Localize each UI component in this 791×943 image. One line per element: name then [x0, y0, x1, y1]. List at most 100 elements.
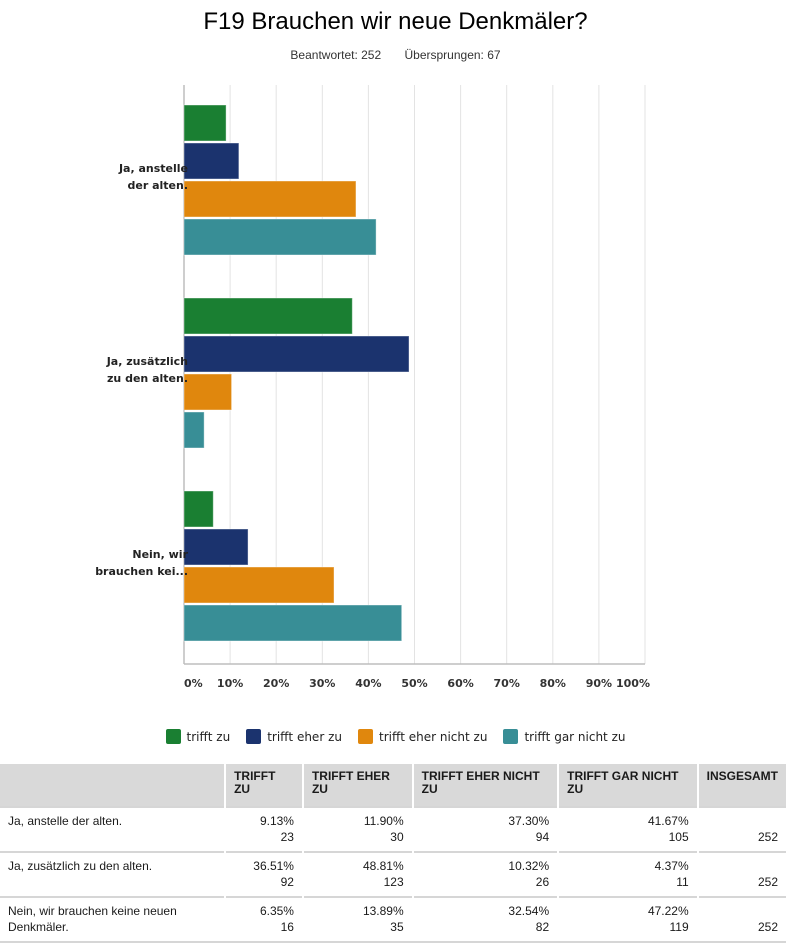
row-label: Ja, anstelle der alten.: [0, 806, 226, 852]
category-label: brauchen kei...: [95, 565, 188, 578]
x-tick-label: 100%: [616, 677, 650, 690]
row-label: Ja, zusätzlich zu den alten.: [0, 851, 226, 897]
response-stats: Beantwortet: 252 Übersprungen: 67: [0, 48, 791, 62]
bar-trifft-zu: [183, 297, 353, 335]
table-row: Ja, zusätzlich zu den alten. 36.51% 92 48.8…: [0, 851, 786, 897]
cell-value: 48.81%: [362, 859, 404, 873]
x-tick-label: 10%: [217, 677, 243, 690]
table-row: Nein, wir brauchen keine neuen Denkmäler…: [0, 896, 786, 943]
table-cell: 9.13% 23: [224, 806, 303, 852]
legend-swatch-icon: [357, 729, 373, 744]
table-row: Ja, anstelle der alten. 9.13% 23 11.90% 30 37…: [0, 806, 786, 852]
x-tick-label: 70%: [494, 677, 520, 690]
total-cell: 252: [696, 851, 786, 897]
cell-value: 36.51%: [253, 859, 294, 873]
table-cell: 32.54% 82: [411, 896, 559, 943]
bar-trifft-gar-nicht-zu: [183, 411, 205, 449]
bar-trifft-eher-zu: [183, 528, 249, 566]
cell-value: 41.67%: [647, 814, 689, 828]
table-cell: 11.90% 30: [301, 806, 413, 852]
cell-value: 11.90%: [363, 814, 404, 828]
legend-item[interactable]: trifft eher zu: [246, 729, 342, 744]
x-tick-label: 90%: [586, 677, 612, 690]
legend-label: trifft eher nicht zu: [378, 729, 488, 744]
cell-value: 10.32%: [508, 859, 550, 873]
cell-value: 9.13%: [259, 814, 294, 828]
chart-title: F19 Brauchen wir neue Denkmäler?: [203, 8, 588, 35]
cell-value: 47.22%: [647, 904, 689, 918]
cell-value: 16: [280, 920, 294, 934]
legend-label: trifft zu: [186, 729, 231, 744]
table-header: TRIFFT GAR NICHT ZU: [557, 764, 698, 807]
skipped-count: Übersprungen: 67: [404, 48, 501, 62]
cell-value: 4.37%: [654, 859, 689, 873]
cell-value: 35: [390, 920, 404, 934]
legend-swatch-icon: [503, 729, 519, 744]
table-cell: 13.89% 35: [301, 896, 413, 943]
table-header: TRIFFT ZU: [224, 764, 303, 807]
legend-item[interactable]: trifft zu: [165, 729, 231, 744]
table-cell: 4.37% 11: [557, 851, 698, 897]
table-cell: 36.51% 92: [224, 851, 303, 897]
cell-value: 82: [535, 920, 550, 934]
total-cell: 252: [696, 806, 786, 852]
bar-trifft-zu: [183, 104, 227, 142]
legend-label: trifft gar nicht zu: [524, 729, 626, 744]
table-cell: 41.67% 105: [557, 806, 698, 852]
x-tick-label: 40%: [355, 677, 381, 690]
bar-chart: 0% 10% 20% 30% 40% 50% 60% 70% 80% 90% 100% Ja, ans…: [95, 85, 650, 690]
x-tick-label: 50%: [401, 677, 427, 690]
cell-value: 6.35%: [259, 904, 294, 918]
table-header: [0, 764, 226, 807]
category-label: Ja, anstelle: [118, 162, 188, 175]
total-value: 252: [757, 875, 778, 889]
category-label: Nein, wir: [132, 548, 188, 561]
x-tick-label: 20%: [263, 677, 289, 690]
table-header: TRIFFT EHER ZU: [301, 764, 413, 807]
cell-value: 23: [280, 830, 294, 844]
cell-value: 105: [668, 830, 689, 844]
legend-item[interactable]: trifft gar nicht zu: [503, 729, 625, 744]
x-tick-label: 60%: [447, 677, 473, 690]
table-cell: 47.22% 119: [557, 896, 698, 943]
category-label: Ja, zusätzlich: [106, 355, 188, 368]
results-table: TRIFFT ZU TRIFFT EHER ZU TRIFFT EHER NIC…: [0, 764, 786, 943]
total-value: 252: [757, 830, 778, 844]
bar-trifft-eher-zu: [183, 142, 240, 180]
cell-value: 94: [535, 830, 550, 844]
bar-trifft-eher-nicht-zu: [183, 180, 357, 218]
answered-count: Beantwortet: 252: [290, 48, 382, 62]
x-tick-label: 0%: [184, 677, 203, 690]
legend-item[interactable]: trifft eher nicht zu: [357, 729, 488, 744]
cell-value: 11: [676, 875, 689, 889]
row-label: Nein, wir brauchen keine neuen Denkmäler…: [0, 896, 226, 943]
cell-value: 30: [390, 830, 404, 844]
x-tick-label: 80%: [540, 677, 566, 690]
table-header: INSGESAMT: [696, 764, 786, 807]
bar-trifft-gar-nicht-zu: [183, 218, 377, 256]
bar-trifft-gar-nicht-zu: [183, 604, 403, 642]
cell-value: 123: [383, 875, 404, 889]
table-header: TRIFFT EHER NICHT ZU: [411, 764, 559, 807]
legend-swatch-icon: [246, 729, 262, 744]
cell-value: 37.30%: [508, 814, 550, 828]
table-cell: 6.35% 16: [224, 896, 303, 943]
total-value: 252: [757, 920, 778, 934]
x-tick-label: 30%: [309, 677, 335, 690]
table-cell: 48.81% 123: [301, 851, 413, 897]
table-header-row: TRIFFT ZU TRIFFT EHER ZU TRIFFT EHER NIC…: [0, 764, 786, 807]
cell-value: 13.89%: [362, 904, 404, 918]
category-label: zu den alten.: [107, 372, 188, 385]
table-cell: 37.30% 94: [411, 806, 559, 852]
cell-value: 26: [535, 875, 550, 889]
category-label: der alten.: [127, 179, 188, 192]
bar-trifft-eher-zu: [183, 335, 410, 373]
bar-trifft-zu: [183, 490, 214, 528]
total-cell: 252: [696, 896, 786, 943]
bar-trifft-eher-nicht-zu: [183, 566, 335, 604]
cell-value: 92: [280, 875, 294, 889]
chart-legend: trifft zu trifft eher zu trifft eher nicht…: [0, 729, 791, 744]
cell-value: 119: [669, 920, 689, 934]
legend-label: trifft eher zu: [267, 729, 342, 744]
bar-trifft-eher-nicht-zu: [183, 373, 233, 411]
